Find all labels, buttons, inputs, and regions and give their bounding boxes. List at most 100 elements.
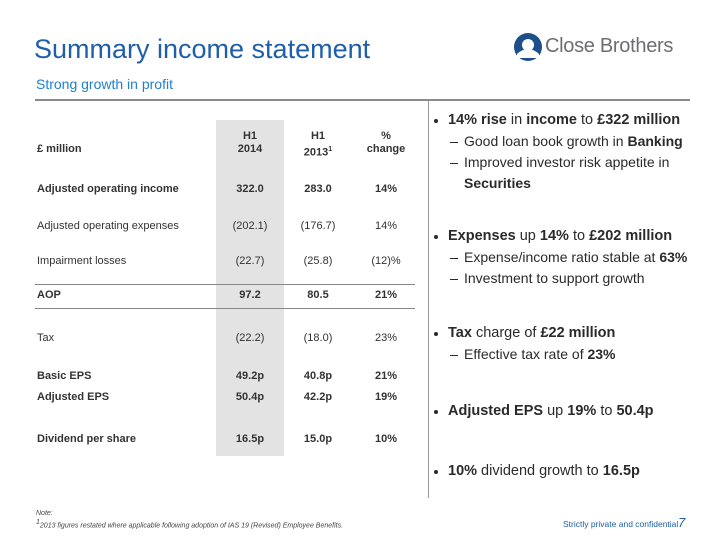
header-line: 20131: [303, 146, 333, 159]
cell-value: 283.0: [304, 183, 332, 195]
text-run: dividend growth to: [477, 463, 603, 479]
note-marker: 1: [36, 519, 40, 526]
sub-bullet: Effective tax rate of 23%: [432, 344, 692, 365]
cell-value: 21%: [374, 289, 398, 301]
note-title: Note:: [36, 510, 53, 517]
cell-value: 10%: [374, 433, 398, 445]
text-run: Good loan book growth in: [464, 133, 628, 149]
bullet-marker: [434, 410, 438, 414]
text-run: Adjusted EPS: [448, 403, 544, 419]
text-run: Securities: [464, 175, 531, 191]
sub-bullet: Investment to support growth: [432, 268, 692, 289]
text-run: 50.4p: [616, 403, 654, 419]
text-run: £322 million: [597, 112, 681, 128]
note: 12013 figures restated where applicable …: [36, 519, 343, 529]
bullet: 10% dividend growth to 16.5p: [432, 461, 692, 482]
bullet-marker: [434, 470, 438, 474]
logo-icon: [514, 33, 542, 61]
text-run: 10%: [448, 463, 478, 479]
logo-text: Close Brothers: [545, 35, 674, 57]
bullet: 14% rise in income to £322 million: [432, 110, 692, 131]
text-run: charge of: [471, 325, 541, 341]
cell-value: 42.2p: [303, 391, 333, 403]
cell-value: (12)%: [371, 255, 401, 267]
note-text: 2013 figures restated where applicable f…: [39, 522, 344, 530]
row-label: Adjusted operating expenses: [37, 220, 179, 232]
text-run: to: [576, 112, 598, 128]
text-run: 16.5p: [602, 463, 640, 479]
cell-value: 23%: [374, 332, 398, 344]
bullet-block: Tax charge of £22 million Effective tax r…: [432, 323, 692, 365]
dash-marker: [450, 279, 458, 280]
column-header: % change: [352, 130, 420, 156]
row-label: Basic EPS: [37, 370, 92, 382]
text-run: 14% rise: [448, 112, 507, 128]
column-header: H1 2014: [216, 130, 284, 156]
cell-value: 40.8p: [303, 370, 333, 382]
text-run: Expense/income ratio stable at: [464, 249, 660, 265]
column-header: H1 20131: [284, 130, 352, 160]
cell-value: 80.5: [307, 289, 329, 301]
cell-value: 49.2p: [235, 370, 265, 382]
cell-value: 14%: [374, 220, 398, 232]
text-run: 63%: [659, 249, 688, 265]
text-run: Tax: [448, 325, 472, 341]
row-label: Impairment losses: [37, 255, 127, 267]
dash-marker: [450, 163, 458, 164]
text-run: 23%: [587, 346, 616, 362]
bullet-block: 10% dividend growth to 16.5p: [432, 461, 692, 482]
text-run: Banking: [627, 133, 683, 149]
row-label: Adjusted operating income: [37, 183, 179, 195]
text-run: up: [543, 403, 568, 419]
cell-value: 21%: [374, 370, 398, 382]
text-run: £22 million: [540, 325, 616, 341]
dash-marker: [450, 142, 458, 143]
column-header: £ million: [37, 143, 187, 156]
cell-value: 50.4p: [235, 391, 265, 403]
text-run: 19%: [567, 403, 597, 419]
divider: [428, 101, 429, 498]
cell-value: (18.0): [303, 332, 333, 344]
bullet-marker: [434, 332, 438, 336]
bullet: Tax charge of £22 million: [432, 323, 692, 344]
cell-value: 97.2: [239, 289, 261, 301]
confidential: Strictly private and confidential: [563, 519, 679, 529]
sub-bullet: Improved investor risk appetite in Secur…: [432, 152, 692, 194]
row-label: Adjusted EPS: [37, 391, 110, 403]
row-rule: [35, 308, 415, 309]
text-run: Expenses: [448, 228, 516, 244]
header-line: 2014: [237, 143, 263, 155]
cell-value: (22.2): [235, 332, 265, 344]
subtitle: Strong growth in profit: [36, 76, 173, 92]
header-line: £ million: [37, 143, 82, 155]
header-rule: [35, 99, 690, 101]
bullet: Adjusted EPS up 19% to 50.4p: [432, 401, 692, 422]
text-run: Investment to support growth: [464, 270, 645, 286]
cell-value: (202.1): [232, 220, 268, 232]
text-run: to: [596, 403, 617, 419]
dash-marker: [450, 258, 458, 259]
column-shade: [216, 120, 284, 456]
text-run: up: [515, 228, 540, 244]
cell-value: (22.7): [235, 255, 265, 267]
text-run: income: [526, 112, 577, 128]
header-line: change: [366, 143, 406, 155]
text-run: in: [506, 112, 527, 128]
row-rule: [35, 284, 415, 285]
header-line: %: [381, 130, 391, 142]
text-run: 14%: [539, 228, 569, 244]
bullet-marker: [434, 119, 438, 123]
row-label: Dividend per share: [37, 433, 137, 445]
cell-value: 15.0p: [303, 433, 333, 445]
title: Summary income statement: [34, 34, 371, 64]
text-run: Effective tax rate of: [464, 346, 588, 362]
row-label: Tax: [37, 332, 55, 344]
text-run: Improved investor risk appetite in: [464, 154, 670, 170]
cell-value: 14%: [374, 183, 398, 195]
sub-bullet: Expense/income ratio stable at 63%: [432, 247, 692, 268]
cell-value: (176.7): [300, 220, 336, 232]
cell-value: 322.0: [236, 183, 264, 195]
bullet-block: Expenses up 14% to £202 million Expense/i…: [432, 226, 692, 289]
bullet-block: 14% rise in income to £322 million Good l…: [432, 110, 692, 194]
